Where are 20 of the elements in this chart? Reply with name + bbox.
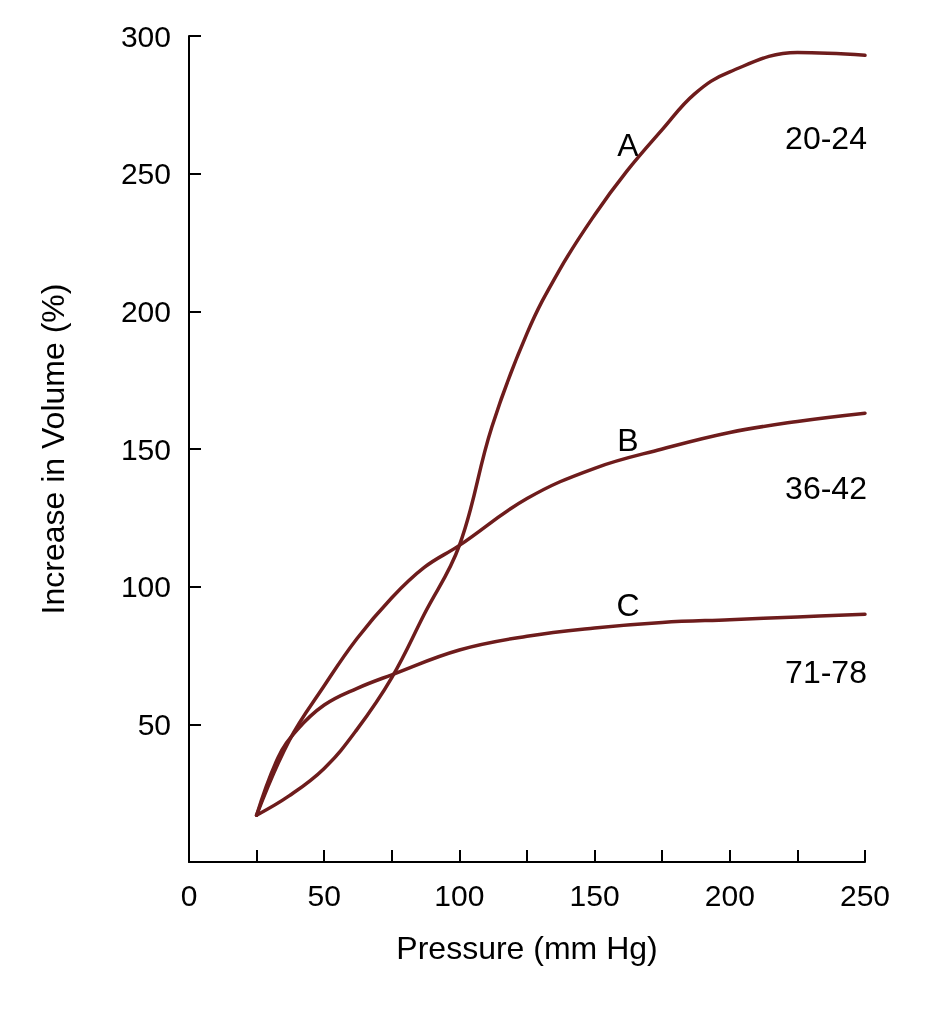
- y-tick-label: 250: [120, 157, 171, 191]
- x-tick-label: 100: [434, 878, 485, 912]
- y-tick-label: 100: [120, 570, 171, 604]
- annotation: A: [617, 127, 640, 163]
- annotation: B: [617, 422, 639, 458]
- y-tick-label: 300: [120, 19, 171, 53]
- x-tick-label: 200: [704, 878, 755, 912]
- y-tick-label: 50: [137, 707, 171, 741]
- x-tick-label: 250: [839, 878, 891, 912]
- x-tick-label: 50: [307, 878, 341, 912]
- y-tick-label: 150: [120, 432, 171, 466]
- x-tick-label: 150: [569, 878, 620, 912]
- x-tick-label: 0: [180, 878, 198, 912]
- annotation: 71-78: [785, 654, 867, 690]
- annotation: 20-24: [785, 120, 867, 156]
- x-axis-title: Pressure (mm Hg): [396, 930, 658, 966]
- annotation: 36-42: [785, 470, 867, 506]
- annotation: C: [616, 587, 640, 623]
- y-tick-label: 200: [120, 294, 171, 328]
- y-axis-title: Increase in Volume (%): [35, 283, 71, 615]
